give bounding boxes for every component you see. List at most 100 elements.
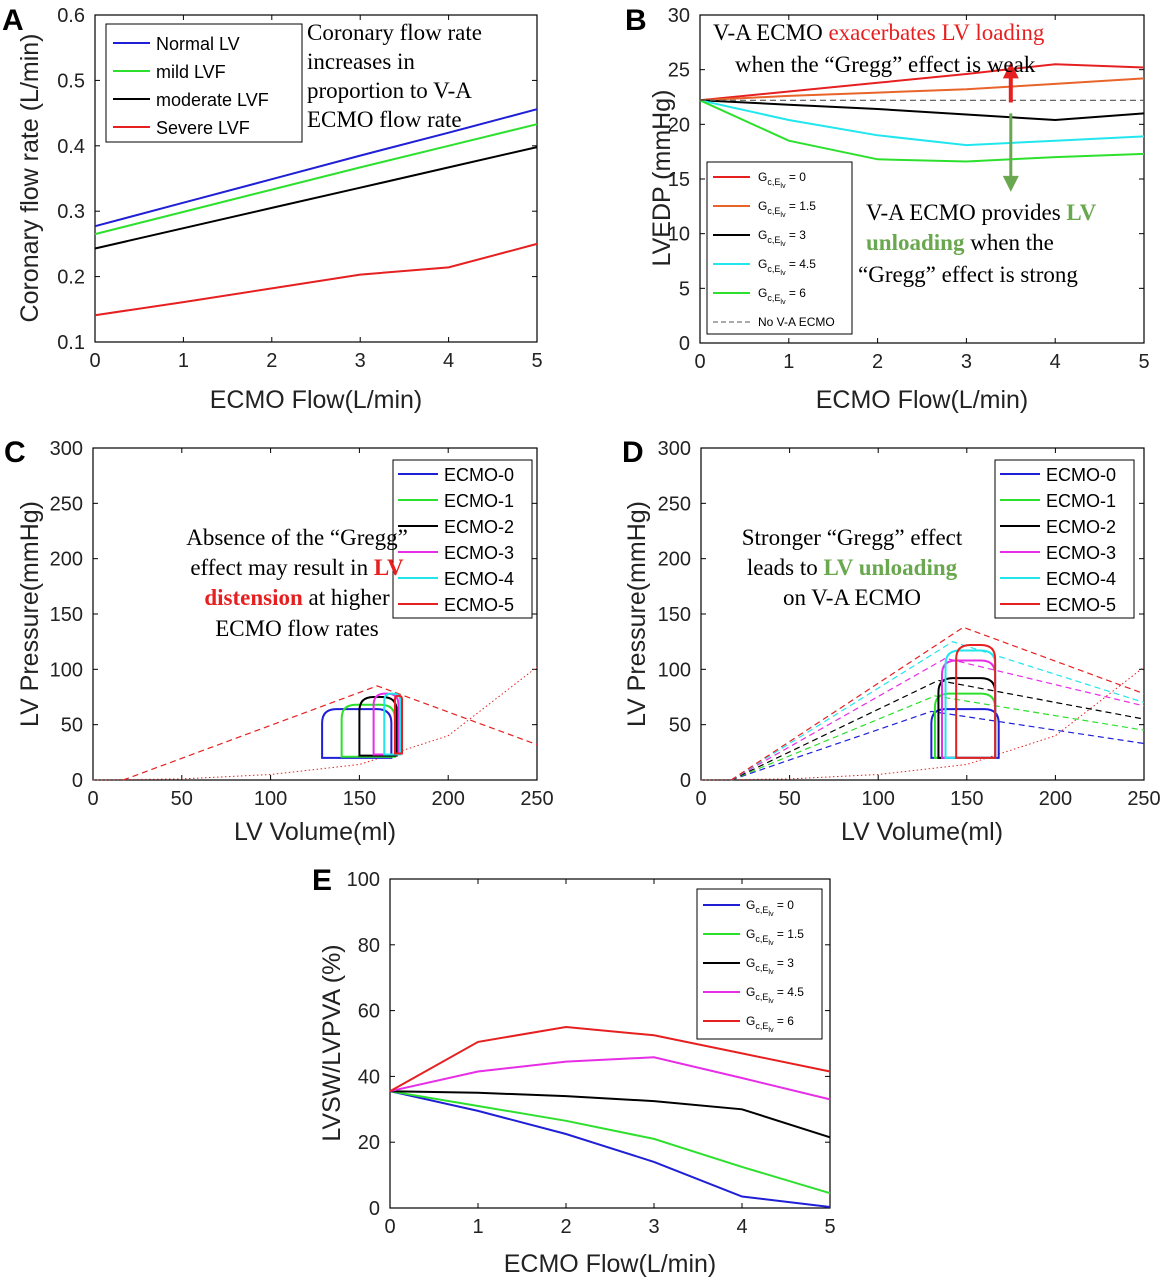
y-tick-label: 0.4: [57, 136, 85, 158]
legend: Gc,Elv = 0 Gc,Elv = 1.5 Gc,Elv = 3 Gc,Elv =…: [706, 161, 853, 335]
legend: ECMO-0 ECMO-1 ECMO-2 ECMO-3 ECMO-4 ECMO-5: [994, 459, 1135, 619]
legend: Normal LV mild LVF moderate LVF Severe LVF: [105, 23, 303, 143]
panel-a: 0 1 2 3 4 5 0.1 0.2 0.3 0.4 0.5 0.6 ECMO Flow(L/min)…: [2, 4, 543, 414]
x-tick-label: 2: [266, 350, 277, 372]
x-tick-label: 1: [472, 1216, 483, 1238]
x-tick-label: 50: [171, 788, 193, 810]
series-line: [389, 1056, 831, 1101]
y-tick-label: 50: [669, 715, 691, 737]
panel-b: 0 1 2 3 4 5 0 5 10 15 20 25 30 ECMO Flow(L/min) LVEDP …: [625, 4, 1150, 414]
legend-label: ECMO-2: [1046, 517, 1116, 537]
series-line: [389, 1090, 831, 1208]
y-tick-label: 15: [668, 169, 690, 191]
arrow-down-head: [1002, 175, 1019, 192]
y-tick-label: 100: [347, 869, 380, 891]
y-tick-label: 0: [369, 1198, 380, 1220]
panel-letter: B: [625, 4, 647, 37]
x-tick-label: 0: [694, 351, 705, 373]
legend-box: [994, 459, 1135, 619]
legend-label: No V-A ECMO: [758, 315, 835, 329]
espvr-line: [730, 710, 1145, 781]
x-tick-label: 2: [560, 1216, 571, 1238]
annotation-bottom-line1: V-A ECMO provides LV: [866, 200, 1097, 225]
y-tick-label: 20: [668, 114, 690, 136]
series-line: [699, 99, 1145, 122]
legend-label: Gc,Elv = 3: [758, 228, 806, 248]
y-tick-label: 25: [668, 60, 690, 82]
legend-label: ECMO-1: [1046, 491, 1116, 511]
annotation-text: increases in: [307, 49, 415, 74]
x-axis-label: LV Volume(ml): [234, 818, 396, 846]
legend-label: ECMO-5: [444, 595, 514, 615]
annotation-line1: Stronger “Gregg” effect: [742, 525, 963, 550]
y-axis-label: LV Pressure(mmHg): [623, 501, 651, 727]
panel-letter: C: [4, 436, 26, 469]
series-line: [699, 63, 1145, 102]
y-tick-label: 200: [658, 549, 691, 571]
legend-label: Severe LVF: [156, 118, 250, 138]
x-tick-label: 3: [355, 350, 366, 372]
y-tick-label: 0.5: [57, 70, 85, 92]
series-line: [699, 77, 1145, 102]
plot-frame: [94, 14, 538, 343]
annotation-bottom-line2: unloading when the: [866, 230, 1054, 255]
y-tick-label: 250: [50, 493, 83, 515]
x-tick-label: 5: [824, 1216, 835, 1238]
x-tick-label: 250: [520, 788, 553, 810]
legend-label: Gc,Elv = 6: [746, 1014, 794, 1034]
pv-loop-ecmo-4: [383, 692, 402, 756]
series-line-mild-lvf: [94, 123, 538, 236]
legend-label: Gc,Elv = 4.5: [746, 985, 804, 1005]
annotation-text: ECMO flow rate: [307, 107, 462, 132]
pv-loop-ecmo-0: [321, 708, 393, 759]
x-tick-label: 0: [695, 788, 706, 810]
x-tick-label: 200: [1039, 788, 1072, 810]
legend-label: Gc,Elv = 1.5: [758, 199, 816, 219]
plot-frame: [389, 878, 831, 1209]
legend-box: [706, 161, 853, 335]
legend-label: moderate LVF: [156, 90, 269, 110]
x-tick-label: 5: [531, 350, 542, 372]
series-line: [699, 99, 1145, 163]
legend-label: Gc,Elv = 0: [758, 170, 806, 190]
y-tick-label: 10: [668, 224, 690, 246]
legend-label: ECMO-5: [1046, 595, 1116, 615]
y-tick-label: 100: [50, 659, 83, 681]
legend-label: ECMO-1: [444, 491, 514, 511]
y-tick-label: 20: [358, 1132, 380, 1154]
y-tick-label: 150: [658, 604, 691, 626]
x-tick-label: 150: [343, 788, 376, 810]
y-tick-label: 250: [658, 493, 691, 515]
legend-label: Gc,Elv = 1.5: [746, 927, 804, 947]
x-tick-label: 4: [1050, 351, 1061, 373]
x-axis-label: ECMO Flow(L/min): [816, 386, 1029, 414]
y-tick-label: 0.2: [57, 267, 85, 289]
y-axis-label: LV Pressure(mmHg): [16, 501, 44, 727]
x-tick-label: 0: [87, 788, 98, 810]
legend-label: Normal LV: [156, 34, 240, 54]
x-tick-label: 200: [432, 788, 465, 810]
x-tick-label: 0: [384, 1216, 395, 1238]
y-tick-label: 30: [668, 5, 690, 27]
x-tick-label: 5: [1138, 351, 1149, 373]
y-tick-label: 0.1: [57, 332, 85, 354]
annotation-line3: distension at higher: [204, 585, 390, 610]
legend-label: Gc,Elv = 4.5: [758, 257, 816, 277]
pv-loop-ecmo-2: [937, 677, 997, 759]
espvr-line: [730, 641, 1145, 781]
legend-label: ECMO-0: [1046, 465, 1116, 485]
legend-label: mild LVF: [156, 62, 226, 82]
espvr-line: [730, 626, 1145, 781]
pv-loop-ecmo-1: [933, 692, 997, 759]
espvr-line: [730, 695, 1145, 781]
annotation-line1: Absence of the “Gregg”: [186, 525, 408, 550]
x-tick-label: 1: [178, 350, 189, 372]
x-axis-label: ECMO Flow(L/min): [210, 386, 423, 414]
annotation-text: Coronary flow rate: [307, 20, 482, 45]
x-tick-label: 150: [950, 788, 983, 810]
panel-letter: A: [2, 4, 24, 37]
y-tick-label: 300: [658, 438, 691, 460]
y-tick-label: 40: [358, 1066, 380, 1088]
series-line-severe-lvf: [94, 242, 538, 317]
